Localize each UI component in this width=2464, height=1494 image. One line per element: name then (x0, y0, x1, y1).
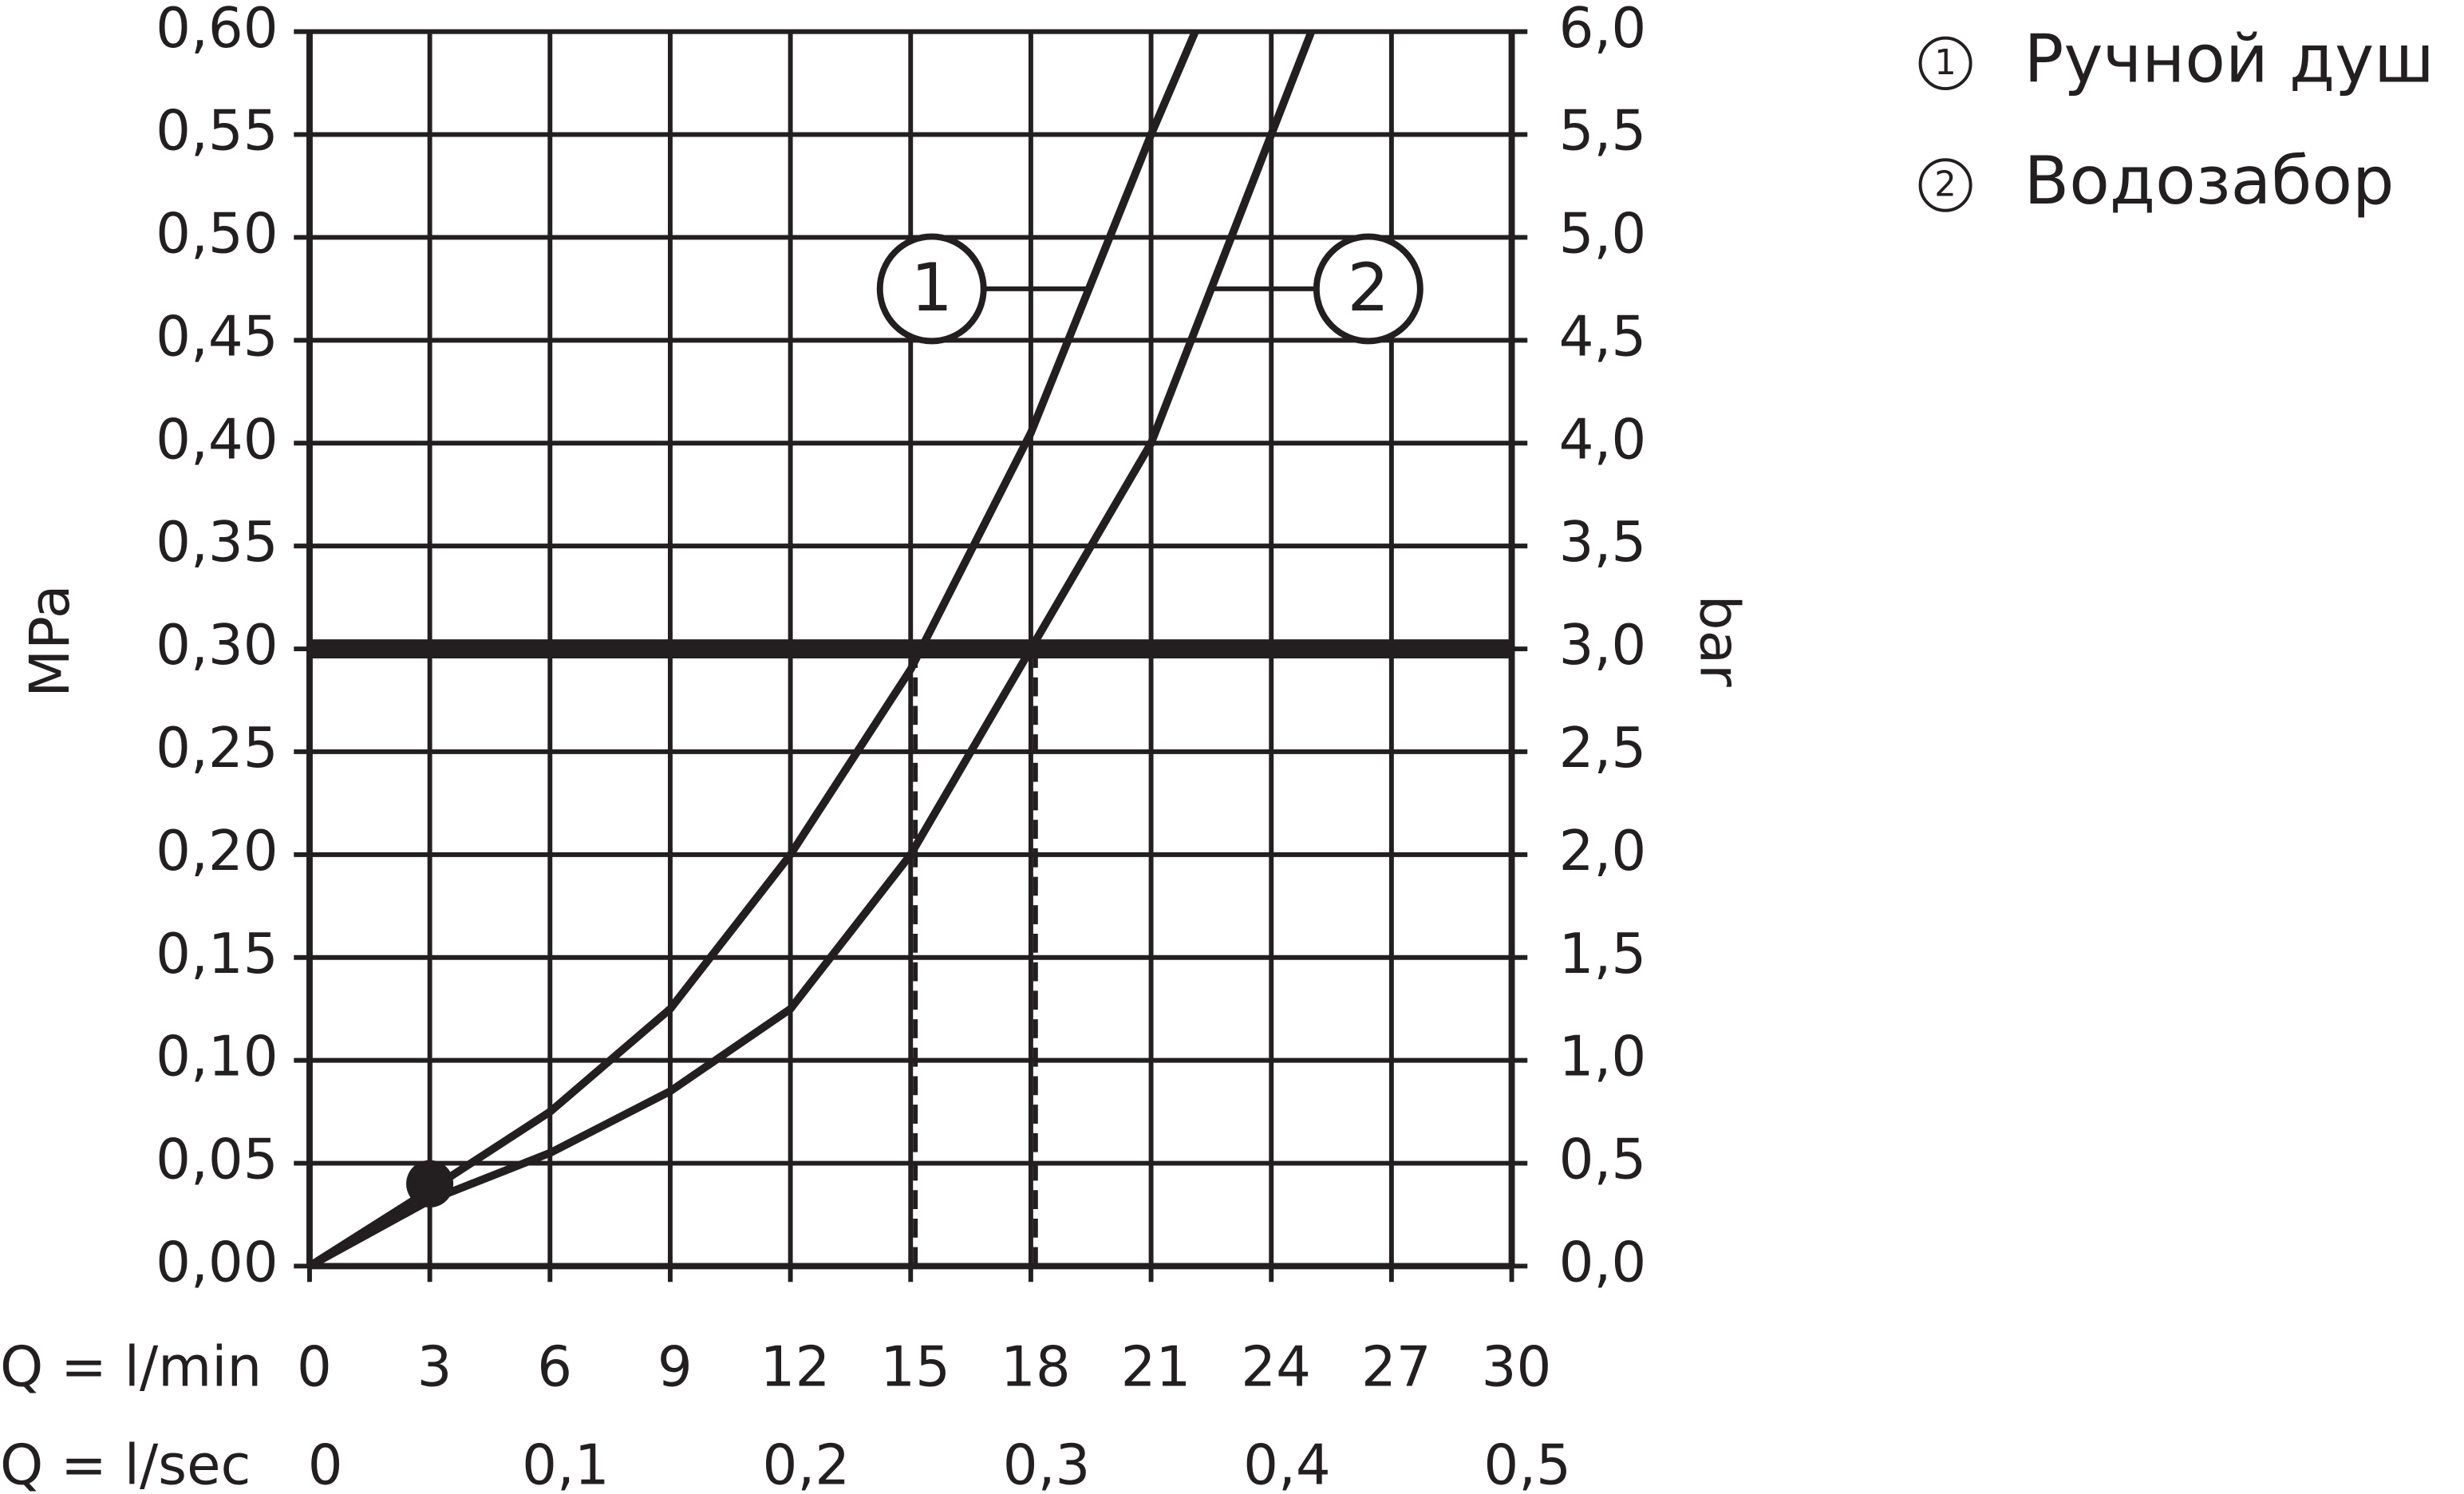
y-tick-label: 0,25 (156, 717, 278, 781)
x-tick-label: 3 (417, 1335, 452, 1399)
x2-tick-label: 0,4 (1243, 1433, 1331, 1494)
legend-label: Ручной душ (2024, 20, 2434, 97)
x2-tick-label: 0,2 (762, 1433, 850, 1494)
y-tick-label: 0,15 (156, 923, 278, 986)
y-tick-label: 0,50 (156, 202, 278, 266)
y2-tick-label: 0,5 (1559, 1128, 1647, 1192)
y-axis-label: MPa (18, 585, 82, 698)
x2-axis-label: Q = l/sec (0, 1433, 251, 1494)
y2-tick-label: 2,0 (1559, 820, 1647, 883)
x2-tick-label: 0,3 (1003, 1433, 1091, 1494)
y-tick-label: 0,10 (156, 1026, 278, 1089)
x-tick-label: 18 (1001, 1335, 1071, 1399)
y-tick-label: 0,55 (156, 99, 278, 163)
legend-symbol (1918, 36, 1972, 91)
y-tick-label: 0,30 (156, 614, 278, 678)
legend-symbol-label: 2 (1934, 164, 1957, 204)
y2-tick-label: 2,5 (1559, 717, 1647, 781)
callout-label: 2 (1348, 249, 1390, 326)
x-tick-label: 9 (657, 1335, 693, 1399)
y-tick-label: 0,20 (156, 820, 278, 883)
legend-label: Водозабор (2024, 142, 2395, 219)
x-tick-label: 12 (760, 1335, 831, 1399)
y2-tick-label: 4,5 (1559, 305, 1647, 369)
callout-circle (1313, 233, 1424, 345)
y2-tick-label: 1,5 (1559, 923, 1647, 986)
x2-tick-label: 0,1 (522, 1433, 610, 1494)
x-tick-label: 6 (537, 1335, 572, 1399)
y-tick-label: 0,45 (156, 305, 278, 369)
y2-tick-label: 5,5 (1559, 99, 1647, 163)
x2-tick-label: 0 (308, 1433, 343, 1494)
x-tick-label: 24 (1241, 1335, 1311, 1399)
y2-tick-label: 3,0 (1559, 614, 1647, 678)
x2-tick-label: 0,5 (1483, 1433, 1571, 1494)
x-tick-label: 0 (297, 1335, 332, 1399)
y2-tick-label: 5,0 (1559, 202, 1647, 266)
x-tick-label: 15 (880, 1335, 950, 1399)
y-tick-label: 0,35 (156, 511, 278, 575)
y-tick-label: 0,05 (156, 1128, 278, 1192)
x-tick-label: 21 (1121, 1335, 1191, 1399)
x-axis-label: Q = l/min (0, 1335, 262, 1399)
y2-axis-label: bar (1688, 595, 1751, 688)
y2-tick-label: 4,0 (1559, 408, 1647, 472)
y2-tick-label: 3,5 (1559, 511, 1647, 575)
y-tick-label: 0,60 (156, 0, 278, 61)
legend-symbol-label: 1 (1934, 43, 1957, 83)
data-point (406, 1160, 454, 1208)
callout-circle (876, 233, 987, 345)
y-tick-label: 0,40 (156, 408, 278, 472)
callout-label: 1 (910, 249, 953, 326)
y2-tick-label: 6,0 (1559, 0, 1647, 61)
x-tick-label: 27 (1361, 1335, 1431, 1399)
y2-tick-label: 0,0 (1559, 1231, 1647, 1294)
legend-symbol (1918, 158, 1972, 212)
y-tick-label: 0,00 (156, 1231, 278, 1294)
series-line (307, 30, 1199, 1270)
x-tick-label: 30 (1482, 1335, 1552, 1399)
y2-tick-label: 1,0 (1559, 1026, 1647, 1089)
